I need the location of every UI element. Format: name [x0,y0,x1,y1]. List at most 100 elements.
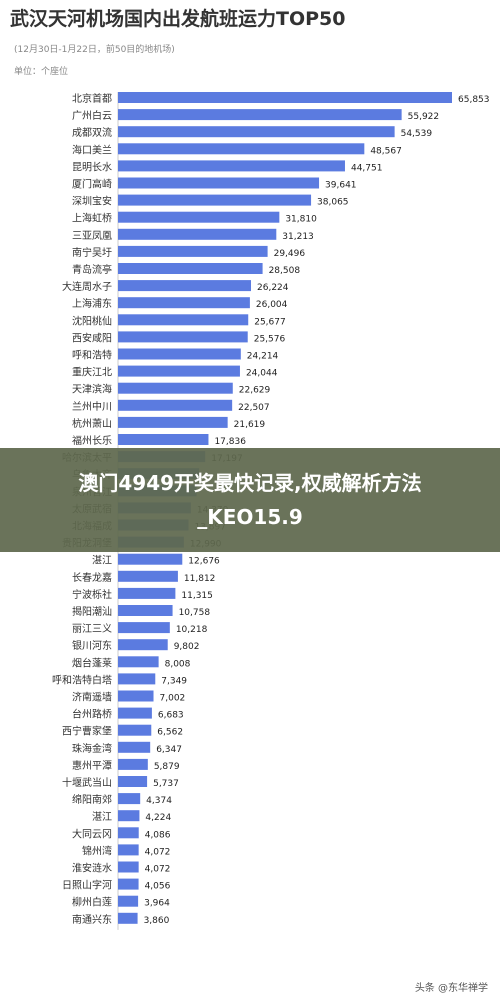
category-label: 兰州中川 [72,400,112,413]
bar [118,416,228,428]
bar [118,245,268,257]
bar [118,639,168,651]
bar [118,570,178,582]
category-label: 烟台蓬莱 [72,656,112,669]
value-label: 22,507 [238,403,270,413]
chart-title: 武汉天河机场国内出发航班运力TOP50 [10,8,346,30]
value-label: 5,737 [153,779,179,789]
bar [118,776,148,787]
value-label: 6,683 [158,711,184,721]
category-label: 成都双流 [72,126,112,139]
value-label: 48,567 [370,146,402,156]
category-label: 宁波栎社 [72,588,112,601]
category-label: 日照山字河 [62,879,112,892]
bar [118,143,365,155]
overlay-banner: 澳门4949开奖最快记录,权威解析方法_KEO15.9 [0,448,500,552]
bar [118,587,176,599]
bar [118,297,250,309]
value-label: 31,810 [285,215,317,225]
value-label: 44,751 [351,163,383,173]
category-label: 西宁曹家堡 [62,725,112,738]
bar [118,912,138,924]
category-label: 深圳宝安 [72,195,112,208]
value-label: 29,496 [274,249,306,259]
bar [118,553,183,565]
bar [118,656,159,668]
category-label: 西安咸阳 [72,331,112,344]
value-label: 3,860 [144,916,170,926]
bar [118,605,173,616]
value-label: 24,044 [246,369,278,379]
category-label: 锦州湾 [82,844,112,857]
value-label: 4,224 [145,813,171,823]
value-label: 9,802 [174,642,200,652]
value-label: 10,758 [179,608,211,618]
value-label: 24,214 [247,352,279,362]
category-label: 长春龙嘉 [72,571,112,584]
bar [118,280,252,292]
value-label: 7,349 [161,676,187,686]
value-label: 6,562 [157,728,183,738]
category-label: 三亚凤凰 [72,230,112,242]
value-label: 4,056 [145,882,171,892]
bar [118,126,395,138]
category-label: 杭州萧山 [72,417,112,430]
overlay-text: 澳门4949开奖最快记录,权威解析方法_KEO15.9 [78,471,422,529]
category-label: 柳州白莲 [72,896,112,909]
watermark-footer: 头条 @东华禅学 [414,983,488,994]
bar [118,878,139,890]
category-label: 上海浦东 [72,297,112,310]
category-label: 沈阳桃仙 [72,314,112,327]
value-label: 55,922 [408,112,440,122]
category-label: 天津滨海 [72,383,112,396]
value-label: 65,853 [458,95,490,105]
bar [118,810,140,822]
value-label: 4,072 [145,847,171,857]
category-label: 北京首都 [72,92,112,105]
category-label: 珠海金湾 [72,742,112,755]
value-label: 26,224 [257,283,289,293]
bar [118,92,452,103]
category-label: 台州路桥 [72,708,112,721]
category-label: 上海虹桥 [72,212,112,225]
category-label: 丽江三义 [72,623,112,635]
value-label: 17,836 [214,437,246,447]
value-label: 4,374 [146,796,172,806]
bar [118,365,240,377]
chart-subtitle: (12月30日-1月22日，前50目的地机场) [14,45,175,55]
value-label: 25,677 [254,317,286,327]
bar [118,434,209,445]
category-label: 大同云冈 [72,827,112,840]
bar [118,331,248,343]
bar [118,861,139,873]
value-label: 25,576 [254,334,286,344]
bar [118,844,139,856]
category-label: 呼和浩特白塔 [52,673,112,686]
value-label: 8,008 [165,659,191,669]
bar [118,109,402,121]
bar [118,211,280,223]
bar [118,263,263,274]
category-label: 海口美兰 [72,143,112,156]
category-label: 十堰武当山 [62,776,112,789]
category-label: 重庆江北 [72,366,112,379]
value-label: 38,065 [317,198,349,208]
bar [118,895,139,907]
value-label: 10,218 [176,625,208,635]
category-label: 南通兴东 [72,913,112,926]
category-label: 昆明长水 [72,161,112,173]
bar [118,690,154,702]
category-label: 呼和浩特 [72,350,112,362]
category-label: 揭阳潮汕 [72,605,112,618]
value-label: 3,964 [144,899,170,909]
bar [118,348,241,360]
category-label: 福州长乐 [72,434,112,447]
value-label: 54,539 [401,129,433,139]
value-label: 39,641 [325,181,357,191]
bar [118,194,312,206]
bar [118,228,277,240]
bar [118,707,152,719]
value-label: 22,629 [239,386,271,396]
value-label: 21,619 [234,420,266,430]
